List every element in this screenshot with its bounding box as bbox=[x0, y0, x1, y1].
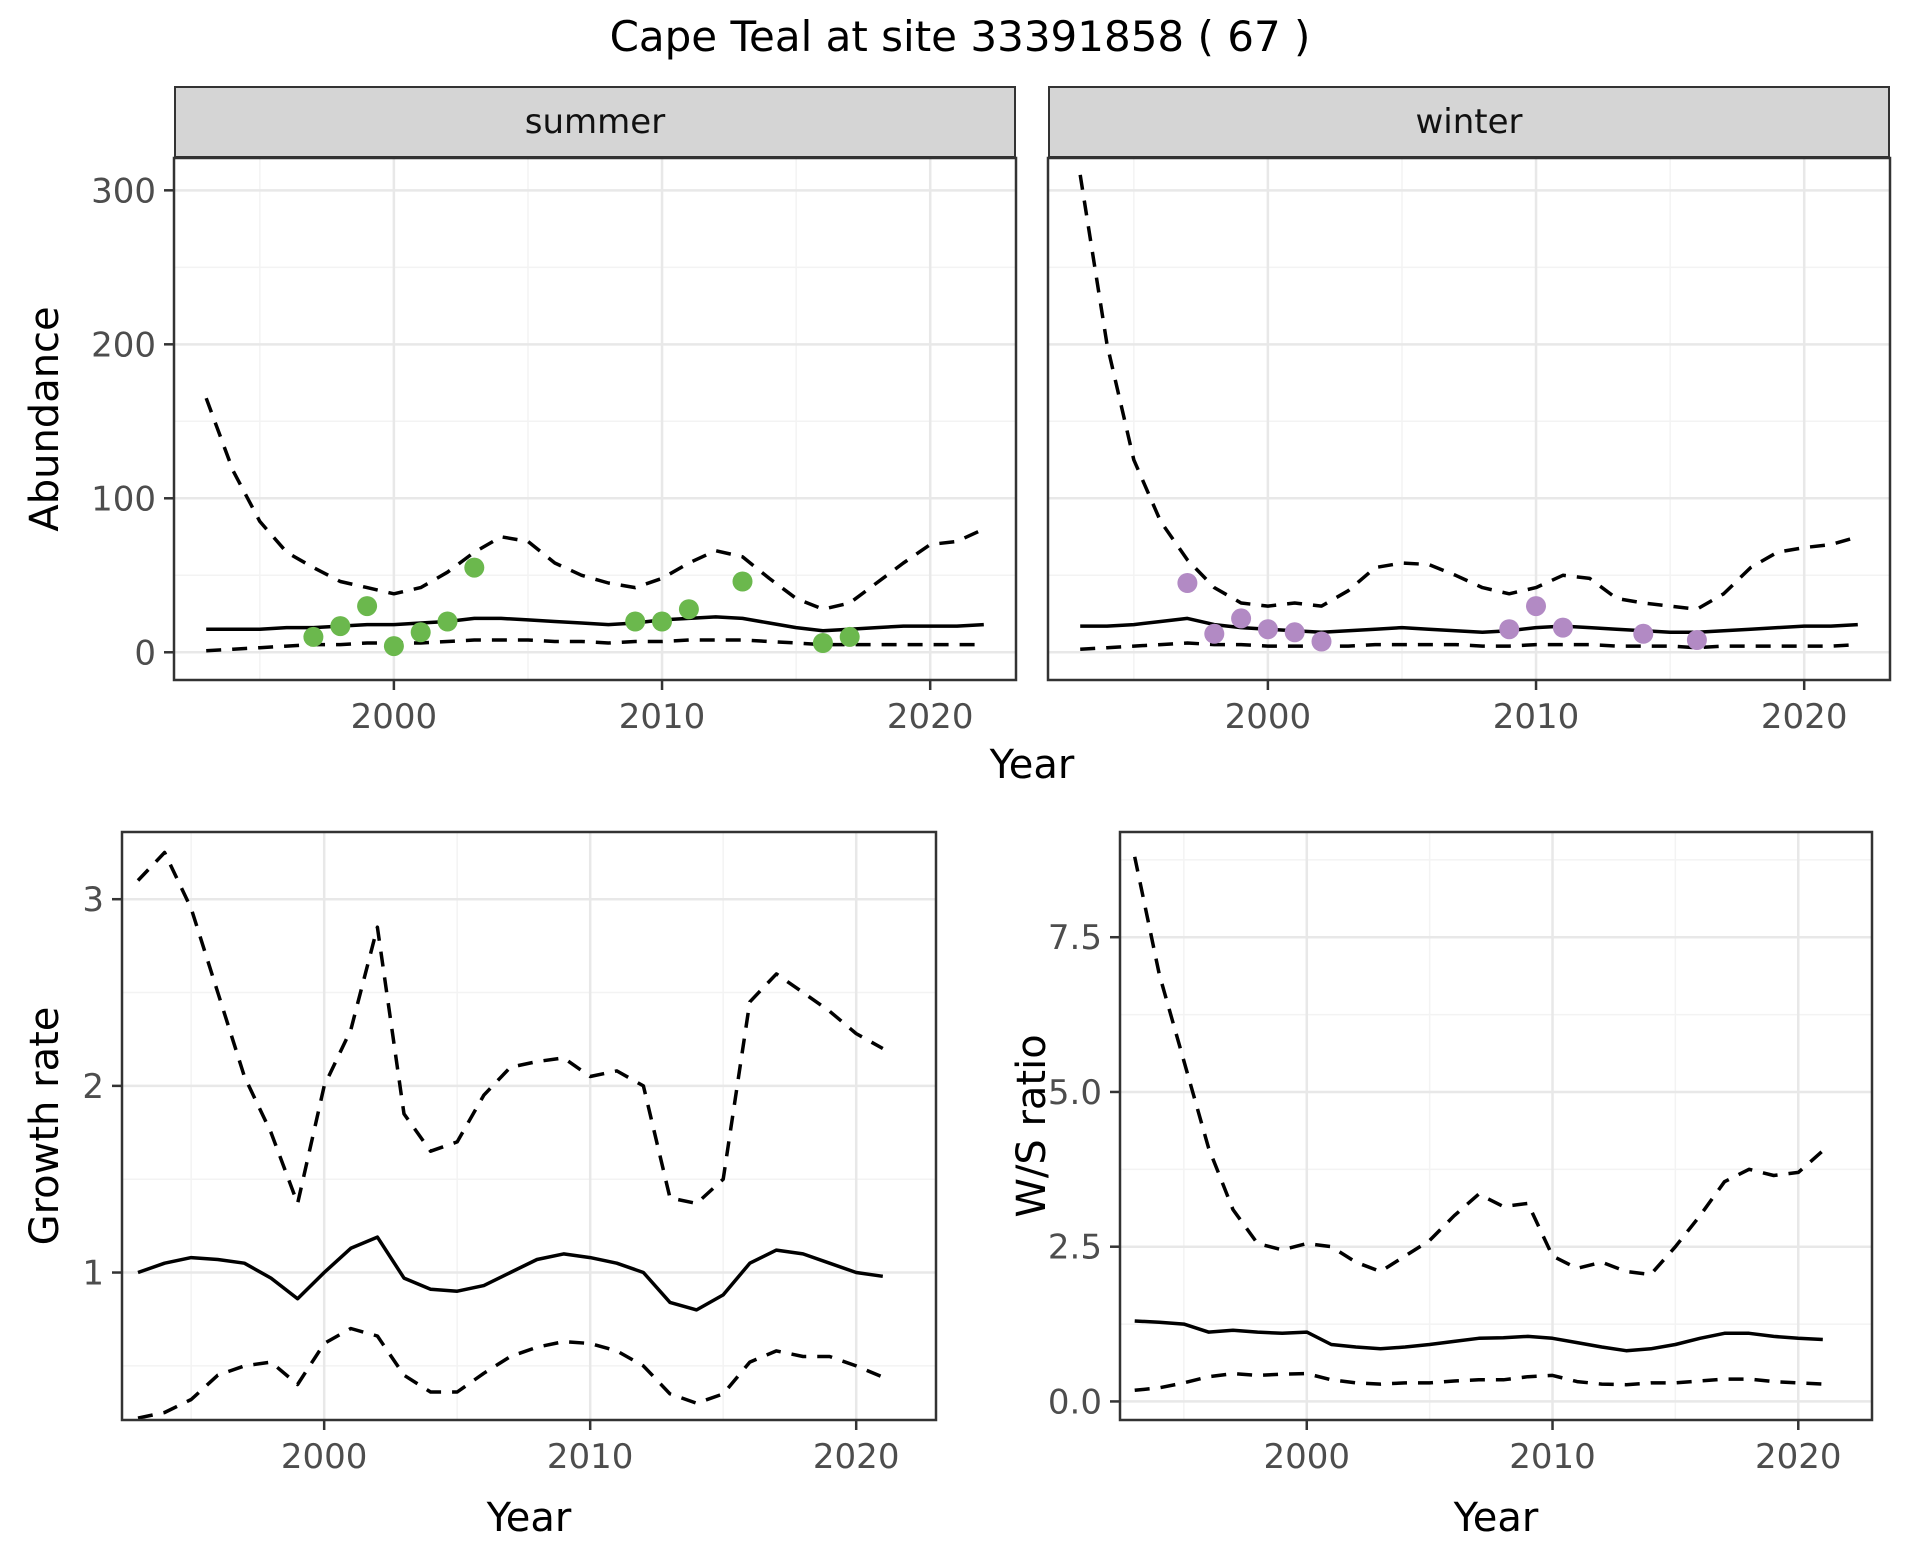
abundance-axis-title: Abundance bbox=[22, 306, 68, 532]
observed-point bbox=[652, 611, 672, 632]
observed-point bbox=[1231, 608, 1252, 629]
y-tick-label: 7.5 bbox=[1048, 918, 1102, 958]
y-tick-label: 200 bbox=[91, 325, 156, 365]
observed-point bbox=[410, 622, 431, 643]
observed-point bbox=[1284, 622, 1305, 643]
ws-ratio-axis-title: W/S ratio bbox=[1009, 1034, 1055, 1218]
x-tick-label: 2010 bbox=[619, 697, 706, 737]
observed-point bbox=[1633, 623, 1654, 644]
observed-point bbox=[383, 636, 404, 657]
panel-background bbox=[1048, 158, 1890, 680]
panel-border bbox=[172, 156, 1018, 682]
observed-point bbox=[812, 633, 833, 653]
facet-strip-summer: summer bbox=[174, 86, 1016, 158]
observed-point bbox=[357, 596, 378, 617]
observed-point bbox=[303, 626, 324, 647]
growth-rate-fit-line bbox=[137, 1235, 884, 1312]
observed-point bbox=[839, 626, 860, 647]
x-tick-label: 2020 bbox=[887, 697, 974, 737]
observed-point bbox=[732, 571, 753, 592]
observed-point bbox=[1526, 596, 1546, 617]
x-tick-label: 2010 bbox=[547, 1437, 634, 1477]
panel-background bbox=[174, 158, 1016, 680]
panel-border bbox=[1118, 830, 1874, 1422]
panel-ws-ratio: 2000 2010 2020 0.0 2.5 5.0 7.5 bbox=[1048, 830, 1874, 1477]
abundance-winter-fit-line bbox=[1080, 616, 1858, 635]
ws-ratio-lower_ci-line bbox=[1134, 1371, 1823, 1393]
x-tick-label: 2020 bbox=[813, 1437, 900, 1477]
x-tick-label: 2000 bbox=[1264, 1437, 1351, 1477]
facet-strip-winter-label: winter bbox=[1415, 102, 1523, 142]
panel-border bbox=[1046, 156, 1892, 682]
observed-point bbox=[1311, 631, 1332, 652]
y-tick-label: 100 bbox=[91, 479, 156, 519]
x-tick-label: 2010 bbox=[1493, 697, 1580, 737]
facet-strip-winter: winter bbox=[1048, 86, 1890, 158]
y-tick-label: 300 bbox=[91, 171, 156, 211]
panel-background bbox=[122, 832, 936, 1420]
x-tick-label: 2020 bbox=[1755, 1437, 1842, 1477]
ws-ratio-fit-line bbox=[1134, 1319, 1823, 1353]
panel-abundance-winter: 2000 2010 2020 bbox=[1046, 156, 1892, 737]
y-tick-label: 5.0 bbox=[1048, 1073, 1102, 1113]
facet-strip-summer-label: summer bbox=[524, 102, 666, 142]
y-tick-label: 0.0 bbox=[1048, 1382, 1102, 1422]
year-axis-title-top: Year bbox=[989, 742, 1075, 788]
x-tick-label: 2000 bbox=[281, 1437, 368, 1477]
x-tick-label: 2020 bbox=[1761, 697, 1848, 737]
observed-point bbox=[1552, 617, 1573, 638]
x-tick-label: 2000 bbox=[1225, 697, 1312, 737]
observed-point bbox=[625, 611, 646, 632]
observed-point bbox=[1177, 573, 1198, 593]
y-tick-label: 2.5 bbox=[1048, 1228, 1102, 1268]
y-tick-label: 0 bbox=[134, 633, 156, 673]
panel-growth-rate: 2000 2010 2020 1 2 3 bbox=[82, 830, 938, 1477]
panel-abundance-summer: 2000 2010 2020 0 100 200 300 bbox=[91, 156, 1018, 737]
panel-background bbox=[1120, 832, 1872, 1420]
observed-point bbox=[437, 611, 458, 632]
year-axis-title-bottom-left: Year bbox=[486, 1495, 572, 1541]
growth-rate-lower_ci-line bbox=[137, 1326, 884, 1420]
panel-border bbox=[120, 830, 938, 1422]
y-tick-label: 1 bbox=[82, 1254, 104, 1294]
abundance-winter-upper_ci-line bbox=[1078, 174, 1859, 611]
observed-point bbox=[330, 616, 351, 637]
figure-title: Cape Teal at site 33391858 ( 67 ) bbox=[609, 12, 1311, 61]
year-axis-title-bottom-right: Year bbox=[1453, 1495, 1539, 1541]
observed-point bbox=[678, 599, 699, 620]
observed-point bbox=[464, 557, 485, 578]
x-tick-label: 2000 bbox=[351, 697, 438, 737]
ws-ratio-upper_ci-line bbox=[1132, 856, 1824, 1277]
y-tick-label: 3 bbox=[82, 880, 104, 920]
y-tick-label: 2 bbox=[82, 1067, 104, 1107]
growth-rate-axis-title: Growth rate bbox=[22, 1006, 68, 1246]
observed-point bbox=[1257, 619, 1278, 640]
abundance-summer-upper_ci-line bbox=[204, 397, 985, 611]
x-tick-label: 2010 bbox=[1509, 1437, 1596, 1477]
observed-point bbox=[1204, 623, 1225, 644]
observed-point bbox=[1686, 630, 1707, 650]
growth-rate-upper_ci-line bbox=[136, 850, 884, 1206]
observed-point bbox=[1499, 619, 1520, 640]
